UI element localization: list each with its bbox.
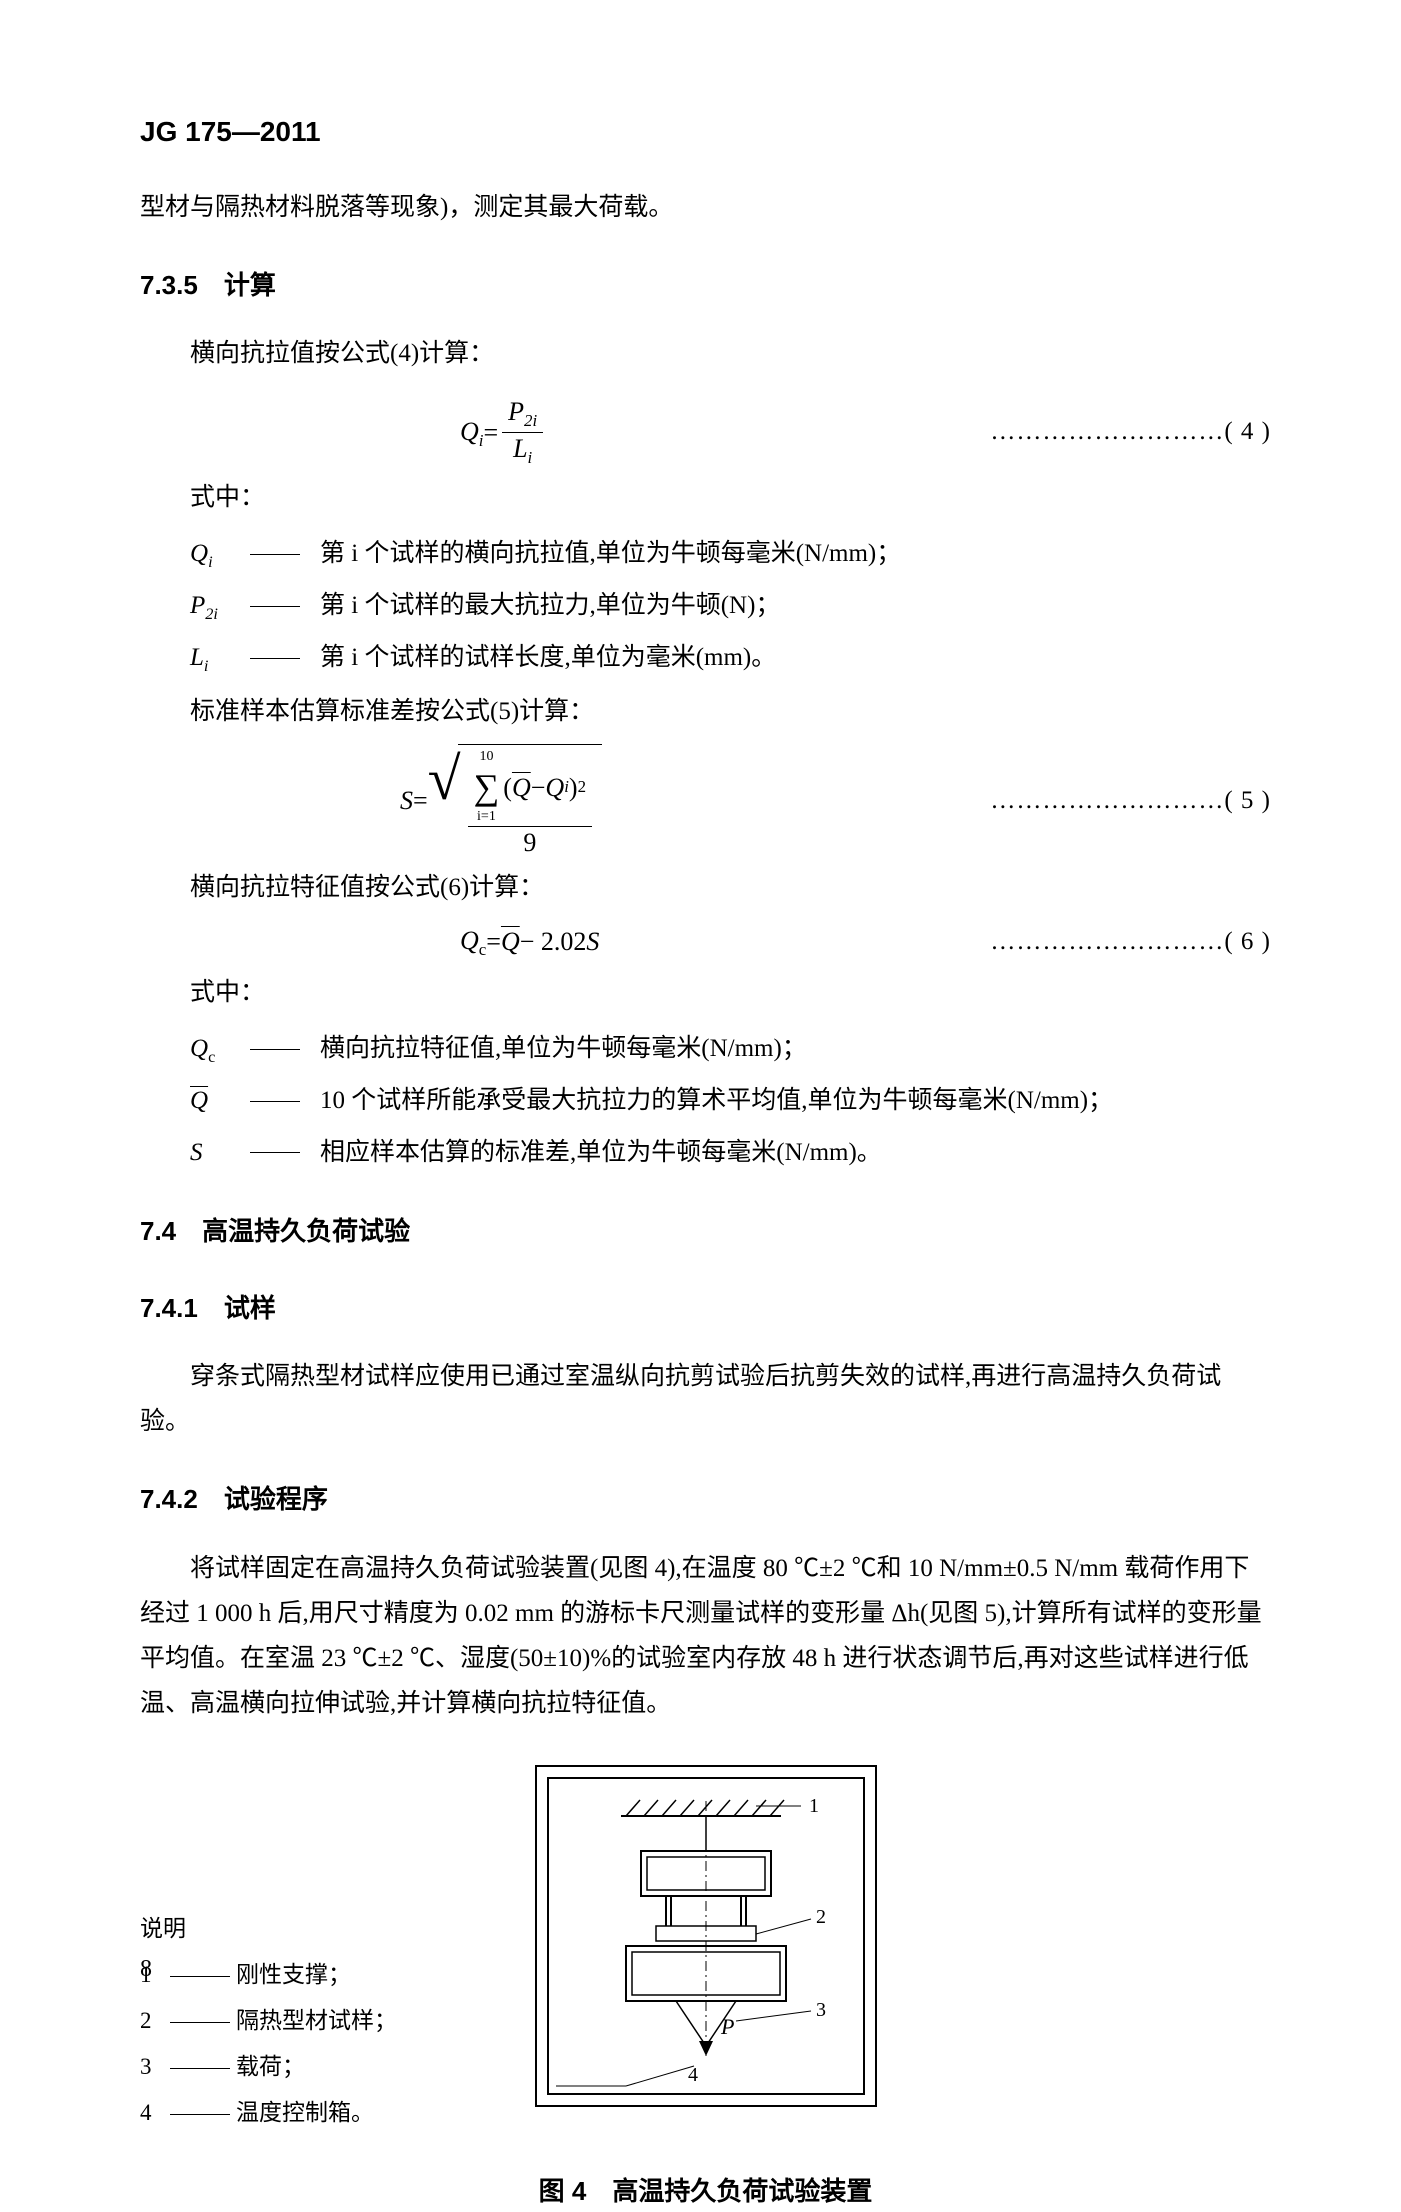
section-7-4-title: 7.4 高温持久负荷试验 <box>140 1211 1271 1253</box>
def-Qi-text: 第 i 个试样的横向抗拉值,单位为牛顿每毫米(N/mm)； <box>320 530 901 578</box>
label-P: P <box>720 2014 734 2039</box>
callout-2: 2 <box>816 1906 826 1928</box>
section-7-4-1-text: 穿条式隔热型材试样应使用已通过室温纵向抗剪试验后抗剪失效的试样,再进行高温持久负… <box>140 1354 1271 1444</box>
eq6-Qbar: Q <box>501 921 520 963</box>
calc-text-1: 横向抗拉值按公式(4)计算： <box>140 331 1271 376</box>
where-label-1: 式中： <box>190 478 1271 518</box>
page-number: 8 <box>140 1950 152 1988</box>
eq4-fraction: P2i Li <box>502 396 543 468</box>
eq5-S: S <box>400 780 413 822</box>
def-Qc-text: 横向抗拉特征值,单位为牛顿每毫米(N/mm)； <box>320 1025 807 1073</box>
section-7-4-1-title: 7.4.1 试样 <box>140 1288 1271 1330</box>
callout-3: 3 <box>816 1999 826 2021</box>
def-P2i: P2i 第 i 个试样的最大抗拉力,单位为牛顿(N)； <box>190 582 1271 630</box>
def-P2i-text: 第 i 个试样的最大抗拉力,单位为牛顿(N)； <box>320 582 780 630</box>
eq5-sqrt: √ 10 ∑ i=1 (Q − Qi)2 9 <box>428 744 602 858</box>
figure-legend: 说明 1刚性支撑； 2隔热型材试样； 3载荷； 4温度控制箱。 <box>140 1906 397 2136</box>
definitions-2: Qc 横向抗拉特征值,单位为牛顿每毫米(N/mm)； Q 10 个试样所能承受最… <box>190 1025 1271 1176</box>
legend-1: 1刚性支撑； <box>140 1952 397 1998</box>
eq4-number: ………………………( 4 ) <box>547 412 1271 452</box>
eq5-number: ………………………( 5 ) <box>602 781 1271 821</box>
def-Qbar-text: 10 个试样所能承受最大抗拉力的算术平均值,单位为牛顿每毫米(N/mm)； <box>320 1077 1113 1125</box>
legend-3: 3载荷； <box>140 2044 397 2090</box>
figure-4-diagram: 1 2 3 4 P <box>526 1756 886 2116</box>
eq6-number: ………………………( 6 ) <box>599 922 1271 962</box>
def-Li: Li 第 i 个试样的试样长度,单位为毫米(mm)。 <box>190 634 1271 682</box>
figure-4-caption: 图 4 高温持久负荷试验装置 <box>140 2171 1271 2212</box>
legend-2: 2隔热型材试样； <box>140 1998 397 2044</box>
where-label-2: 式中： <box>190 973 1271 1013</box>
def-Li-text: 第 i 个试样的试样长度,单位为毫米(mm)。 <box>320 634 776 682</box>
callout-1: 1 <box>809 1795 819 1817</box>
def-Qi: Qi 第 i 个试样的横向抗拉值,单位为牛顿每毫米(N/mm)； <box>190 530 1271 578</box>
intro-paragraph: 型材与隔热材料脱落等现象)，测定其最大荷载。 <box>140 185 1271 230</box>
definitions-1: Qi 第 i 个试样的横向抗拉值,单位为牛顿每毫米(N/mm)； P2i 第 i… <box>190 530 1271 682</box>
eq6-S: S <box>586 921 599 963</box>
legend-title: 说明 <box>140 1906 397 1952</box>
def-S: S 相应样本估算的标准差,单位为牛顿每毫米(N/mm)。 <box>190 1129 1271 1177</box>
def-S-text: 相应样本估算的标准差,单位为牛顿每毫米(N/mm)。 <box>320 1129 882 1177</box>
def-Qbar: Q 10 个试样所能承受最大抗拉力的算术平均值,单位为牛顿每毫米(N/mm)； <box>190 1077 1271 1125</box>
eq4-Q: Qi <box>460 411 483 454</box>
equation-6: Qc = Q − 2.02 S ………………………( 6 ) <box>140 920 1271 963</box>
calc-text-3: 横向抗拉特征值按公式(6)计算： <box>190 868 1271 908</box>
figure-4-area: 1 2 3 4 P 说明 1刚性支撑； 2隔热型材试样； 3载荷； 4温度控制箱… <box>140 1756 1271 2136</box>
eq5-equals: = <box>413 780 428 822</box>
legend-4: 4温度控制箱。 <box>140 2090 397 2136</box>
standard-code: JG 175—2011 <box>140 110 1271 155</box>
section-7-3-5-title: 7.3.5 计算 <box>140 265 1271 307</box>
eq6-Qc: Qc <box>460 920 486 963</box>
section-7-4-2-text: 将试样固定在高温持久负荷试验装置(见图 4),在温度 80 ℃±2 ℃和 10 … <box>140 1546 1271 1726</box>
equation-5: S = √ 10 ∑ i=1 (Q − Qi)2 9 …… <box>140 744 1271 858</box>
eq6-minus: − 2.02 <box>520 921 587 963</box>
equation-4: Qi = P2i Li ………………………( 4 ) <box>140 396 1271 468</box>
section-7-4-2-title: 7.4.2 试验程序 <box>140 1479 1271 1521</box>
calc-text-2: 标准样本估算标准差按公式(5)计算： <box>190 692 1271 732</box>
def-Qc: Qc 横向抗拉特征值,单位为牛顿每毫米(N/mm)； <box>190 1025 1271 1073</box>
eq4-equals: = <box>483 412 498 454</box>
eq6-equals: = <box>486 921 501 963</box>
